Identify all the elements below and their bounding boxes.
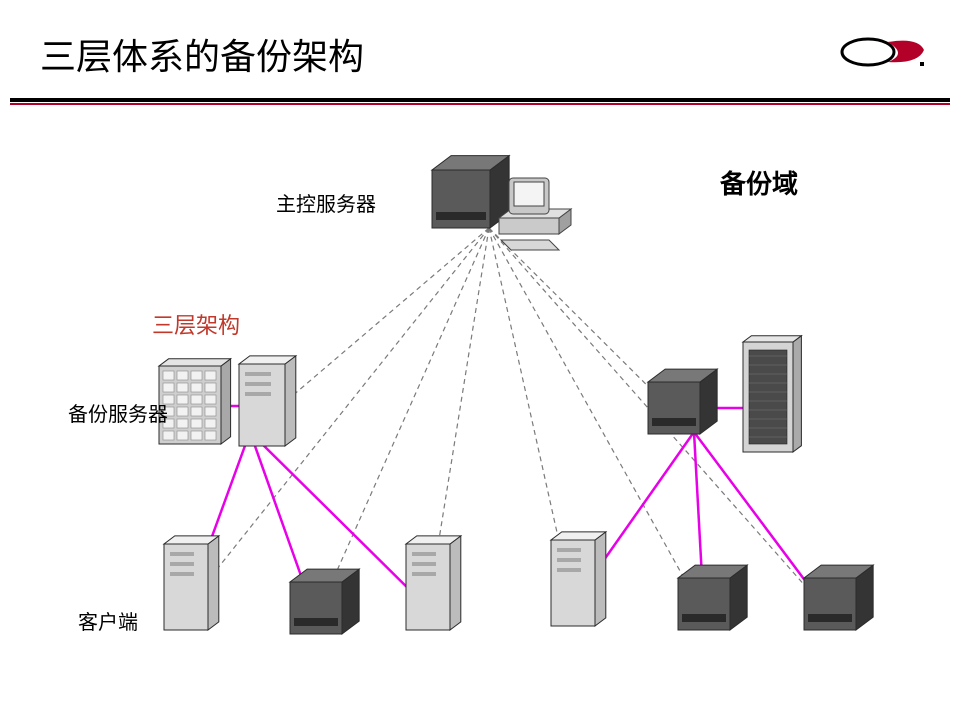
client-cube-icon [804,565,873,630]
storage-array-icon [159,359,231,444]
architecture-diagram [0,0,960,720]
master-workstation-icon [499,178,571,250]
client-tower-icon [406,536,461,630]
client-tower-icon [551,532,606,626]
label-three_tier: 三层架构 [152,308,240,340]
rack-icon [743,336,801,452]
backup-server-right-icon [648,369,717,434]
label-backup_server: 备份服务器 [68,398,168,427]
dashed-edge [316,228,489,618]
label-master_server: 主控服务器 [276,188,376,217]
backup-server-icon [239,356,296,446]
master-server-icon [432,156,509,228]
label-client: 客户端 [78,606,138,635]
label-backup_domain: 备份域 [720,164,798,201]
client-tower-icon [164,536,219,630]
client-cube-icon [290,569,359,634]
client-cube-icon [678,565,747,630]
